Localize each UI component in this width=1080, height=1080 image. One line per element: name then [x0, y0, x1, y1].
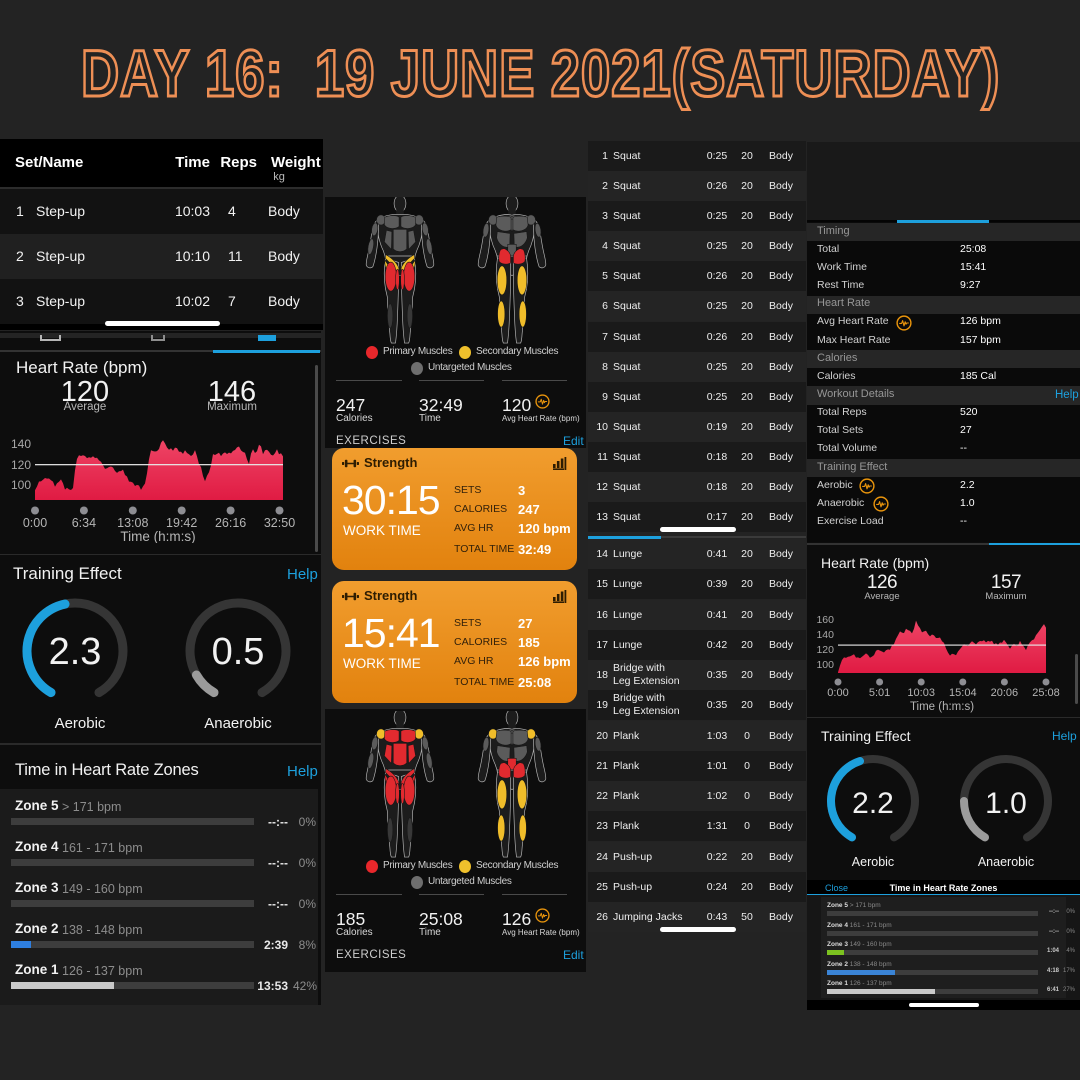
svg-text:13:08: 13:08	[117, 516, 148, 530]
svg-text:Time (h:m:s): Time (h:m:s)	[910, 701, 974, 713]
svg-text:6:34: 6:34	[72, 516, 96, 530]
svg-text:0:00: 0:00	[23, 516, 47, 530]
svg-text:0.5: 0.5	[212, 631, 265, 673]
svg-text:10:03: 10:03	[907, 687, 935, 699]
svg-text:1.0: 1.0	[985, 787, 1027, 820]
svg-text:140: 140	[816, 629, 834, 641]
svg-text:2.3: 2.3	[49, 631, 102, 673]
svg-text:120: 120	[816, 644, 834, 656]
svg-text:26:16: 26:16	[215, 516, 246, 530]
svg-text:100: 100	[11, 478, 31, 492]
svg-text:140: 140	[11, 437, 31, 451]
svg-text:Time (h:m:s): Time (h:m:s)	[120, 529, 195, 543]
svg-text:19:42: 19:42	[166, 516, 197, 530]
svg-text:2.2: 2.2	[852, 787, 894, 820]
svg-text:15:04: 15:04	[949, 687, 977, 699]
svg-text:25:08: 25:08	[1032, 687, 1060, 699]
svg-text:120: 120	[11, 458, 31, 472]
svg-text:5:01: 5:01	[869, 687, 890, 699]
svg-text:0:00: 0:00	[827, 687, 848, 699]
svg-text:100: 100	[816, 659, 834, 671]
svg-text:32:50: 32:50	[264, 516, 295, 530]
svg-text:20:06: 20:06	[991, 687, 1019, 699]
svg-text:160: 160	[816, 614, 834, 626]
